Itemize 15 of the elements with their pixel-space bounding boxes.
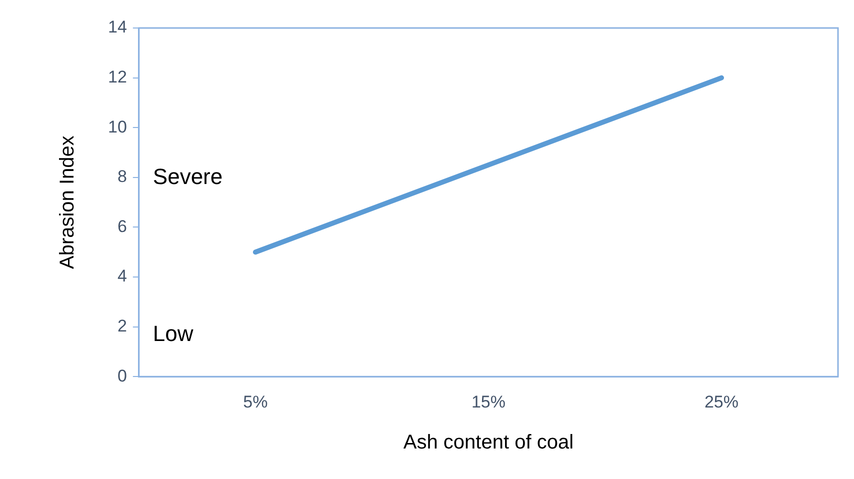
x-tick-label: 25%	[704, 392, 738, 412]
y-tick-label: 8	[117, 167, 127, 186]
y-tick-label: 10	[108, 117, 127, 136]
y-tick-label: 14	[108, 18, 127, 37]
y-tick-label: 12	[108, 67, 127, 86]
y-tick-label: 0	[117, 366, 127, 386]
x-tick-label: 15%	[471, 392, 506, 412]
annotation: Severe	[152, 164, 223, 189]
y-tick-label: 2	[117, 316, 127, 336]
annotation: Low	[152, 320, 194, 346]
y-tick-label: 6	[117, 216, 127, 236]
x-axis-title: Ash content of coal	[403, 432, 574, 454]
y-tick-label: 4	[117, 266, 127, 286]
y-axis-title: Abrasion Index	[56, 136, 79, 270]
x-tick-label: 5%	[243, 392, 268, 412]
